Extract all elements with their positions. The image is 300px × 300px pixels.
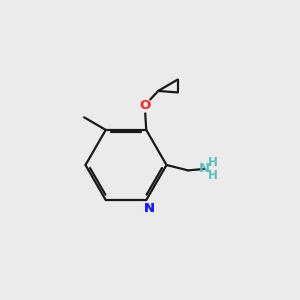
Circle shape (138, 99, 152, 112)
Text: N: N (144, 202, 155, 215)
Text: N: N (144, 202, 155, 215)
Text: H: H (208, 169, 218, 182)
Text: N: N (199, 162, 210, 175)
Text: O: O (139, 99, 150, 112)
Text: H: H (208, 156, 218, 169)
Circle shape (143, 202, 156, 215)
